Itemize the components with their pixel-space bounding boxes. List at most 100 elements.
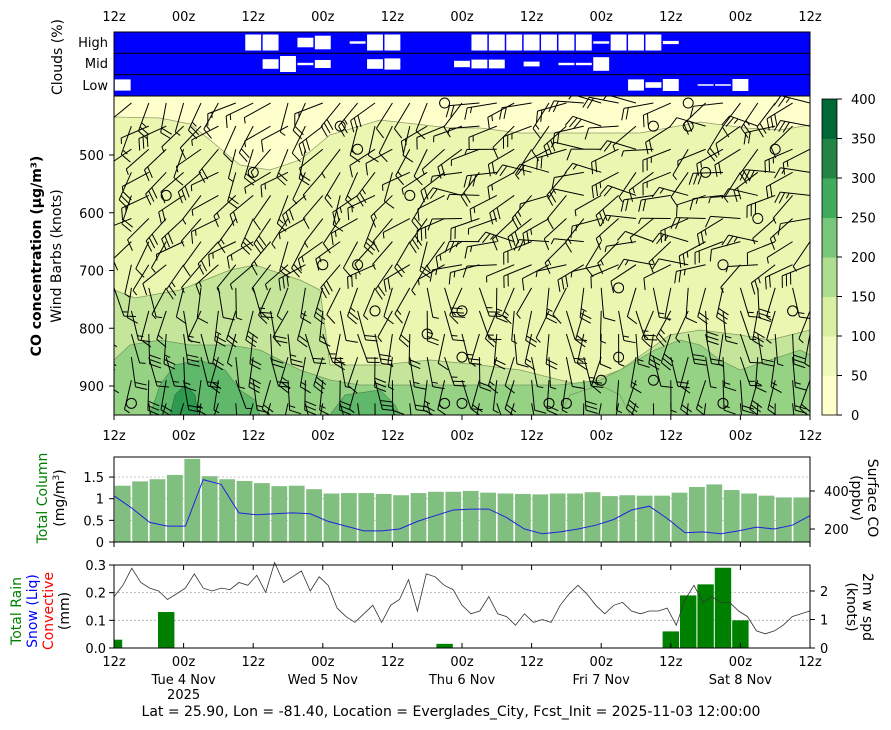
colorbar-segment (822, 178, 837, 218)
precip-tick-label: 0.0 (85, 642, 106, 657)
total-column-bar (776, 497, 792, 542)
cloud-fraction-box (558, 62, 575, 66)
total-column-bar (201, 476, 218, 542)
total-column-bar (462, 490, 479, 542)
cloud-fraction-box (575, 34, 592, 51)
cloud-fraction-box (523, 61, 540, 67)
total-column-bar (532, 494, 549, 542)
total-column-bar (723, 490, 740, 542)
total-column-bar (758, 495, 775, 542)
time-tick-label: 12z (659, 655, 683, 670)
clouds-panel: High Mid Low Clouds (%) 12z 00z 12z 00z 12z 0… (50, 10, 822, 97)
total-column-bar (671, 492, 688, 542)
total-column-tick-label: 0.5 (83, 514, 104, 529)
cloud-fraction-box (297, 37, 314, 48)
cloud-fraction-box (662, 79, 679, 91)
wind-speed-unit: (knots) (843, 582, 859, 631)
cloud-fraction-box (314, 60, 331, 68)
pressure-tick-label: 800 (79, 322, 104, 337)
time-tick-label: 00z (311, 655, 335, 670)
time-tick-label: 12z (520, 10, 544, 25)
footer-info: Lat = 25.90, Lon = -81.40, Location = Ev… (142, 704, 761, 720)
time-tick-label: 12z (520, 655, 544, 670)
wind-barbs-ylabel: Wind Barbs (knots) (49, 189, 65, 322)
total-column-bar (236, 480, 253, 542)
cloud-fraction-box (523, 34, 540, 51)
colorbar-tick-label: 250 (851, 212, 876, 227)
date-label: Tue 4 Nov (151, 673, 216, 688)
colorbar-segment (822, 296, 837, 337)
total-column-bar (219, 479, 235, 542)
rain-bar (158, 612, 175, 648)
time-tick-label: 00z (172, 10, 196, 25)
cloud-row-low: Low (82, 79, 108, 94)
cloud-fraction-box (662, 40, 679, 45)
total-column-bar (271, 486, 288, 542)
precip-unit: (mm) (57, 592, 73, 630)
cloud-fraction-box (262, 34, 279, 51)
cloud-fraction-box (593, 41, 610, 44)
cloud-row-mid: Mid (85, 57, 108, 72)
colorbar-tick-label: 350 (851, 133, 876, 148)
pressure-tick-label: 500 (79, 149, 104, 164)
time-tick-label: 00z (172, 429, 196, 444)
colorbar-tick-label: 100 (851, 330, 876, 345)
date-label: Thu 6 Nov (428, 673, 496, 688)
colorbar-tick-label: 300 (851, 172, 876, 187)
time-tick-label: 12z (798, 10, 822, 25)
cloud-fraction-box (454, 60, 470, 68)
total-column-bar (602, 496, 618, 542)
time-tick-label: 00z (172, 655, 196, 670)
total-column-bar (149, 479, 166, 542)
colorbar-tick-label: 150 (851, 291, 876, 306)
cloud-fraction-box (384, 34, 401, 51)
precip-tick-label: 0.2 (85, 587, 106, 602)
total-rain-ylabel: Total Rain (9, 577, 25, 646)
pressure-tick-label: 900 (79, 380, 104, 395)
cloud-fraction-box (575, 62, 592, 66)
total-column-unit: (mg/m3) (52, 469, 68, 527)
total-column-panel: 0 0.5 1 1.5 200 400 Total Column (mg/m3) Surf… (35, 453, 880, 551)
total-column-bar (480, 492, 496, 542)
date-label: Fri 7 Nov (572, 673, 630, 688)
cloud-fraction-box (610, 34, 627, 51)
cloud-fraction-box (349, 41, 366, 44)
cloud-fraction-box (367, 34, 383, 51)
date-label: Sat 8 Nov (709, 673, 773, 688)
time-tick-label: 12z (242, 10, 266, 25)
total-column-bar (549, 493, 566, 542)
total-column-bar (689, 487, 705, 542)
total-column-bar (254, 483, 270, 542)
colorbar-segment (822, 217, 837, 258)
colorbar-segment (822, 336, 837, 376)
time-tick-label: 12z (242, 429, 266, 444)
total-column-bar (445, 491, 462, 542)
total-column-bar (132, 481, 148, 542)
total-column-bar (706, 484, 723, 542)
pressure-tick-label: 700 (79, 265, 104, 280)
time-tick-label: 12z (242, 655, 266, 670)
cloud-fraction-box (697, 84, 714, 86)
total-column-bar (358, 493, 375, 542)
time-tick-label: 12z (659, 429, 683, 444)
pressure-tick-label: 600 (79, 207, 104, 222)
wind-speed-tick-label: 1 (820, 614, 828, 629)
cloud-fraction-box (114, 79, 131, 91)
colorbar: 0 50 100 150 200 250 300 350 400 (821, 93, 876, 424)
surface-co-ylabel: Surface CO (864, 459, 880, 538)
cloud-fraction-box (715, 84, 731, 86)
colorbar-segment (822, 99, 837, 139)
total-column-tick-label: 1 (96, 493, 104, 508)
precip-tick-label: 0.3 (85, 559, 106, 574)
co-profile-panel: 500 600 700 800 900 CO concentration (μg/m³)… (29, 95, 822, 444)
time-tick-label: 00z (729, 10, 753, 25)
rain-bar (114, 639, 123, 648)
surface-co-tick-label: 200 (824, 523, 849, 538)
total-column-ylabel: Total Column (35, 453, 51, 545)
colorbar-tick-label: 400 (851, 93, 876, 108)
precip-panel: 0.0 0.1 0.2 0.3 0 1 2 Total Rain Snow (Liq) Co… (9, 559, 875, 703)
time-tick-label: 12z (798, 429, 822, 444)
cloud-fraction-box (384, 58, 401, 70)
total-column-bar (288, 485, 305, 542)
